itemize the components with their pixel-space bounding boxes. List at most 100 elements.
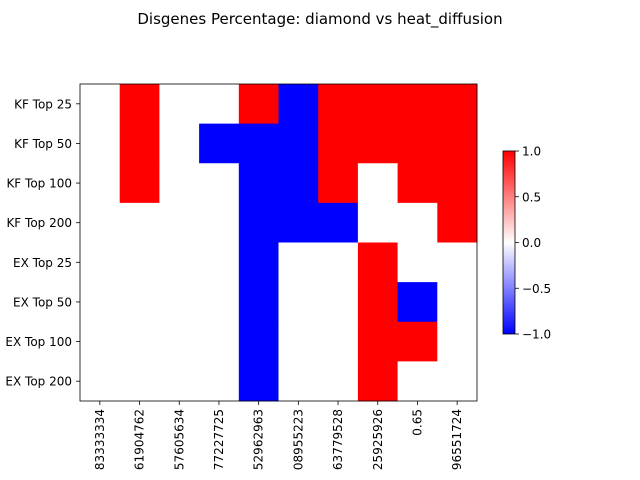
heatmap-cell [397, 84, 438, 125]
heatmap-cell [437, 361, 478, 402]
heatmap-cell [318, 282, 359, 323]
heatmap-cell [437, 84, 478, 125]
heatmap-cell [159, 84, 200, 125]
heatmap-cell [119, 282, 160, 323]
colorbar-tick-label: −0.5 [522, 282, 551, 296]
heatmap-cell [278, 84, 319, 125]
heatmap-cell [80, 202, 121, 243]
heatmap-cells [80, 84, 478, 402]
heatmap-cell [357, 84, 398, 125]
x-tick-label: 25925926 [371, 409, 385, 470]
heatmap-cell [357, 242, 398, 283]
y-tick-label: KF Top 50 [14, 137, 72, 151]
heatmap-cell [238, 321, 279, 362]
heatmap-cell [159, 123, 200, 164]
heatmap-cell [318, 202, 359, 243]
heatmap-cell [199, 163, 240, 204]
y-tick-label: EX Top 25 [13, 256, 72, 270]
heatmap-cell [238, 163, 279, 204]
heatmap-cell [119, 202, 160, 243]
heatmap-cell [397, 202, 438, 243]
heatmap-cell [119, 163, 160, 204]
colorbar [502, 150, 516, 335]
heatmap-cell [437, 321, 478, 362]
x-tick-label: 96551724 [450, 409, 464, 470]
heatmap-cell [238, 202, 279, 243]
heatmap-cell [357, 321, 398, 362]
heatmap-cell [278, 123, 319, 164]
heatmap-cell [199, 321, 240, 362]
colorbar-axis: 1.0 0.5 0.0 −0.5 −1.0 [515, 145, 551, 342]
heatmap-cell [238, 242, 279, 283]
heatmap-cell [199, 282, 240, 323]
heatmap-cell [199, 123, 240, 164]
heatmap-cell [278, 163, 319, 204]
heatmap-cell [159, 242, 200, 283]
x-tick-label: 57605634 [172, 409, 186, 470]
heatmap-cell [318, 84, 359, 125]
heatmap-cell [357, 123, 398, 164]
heatmap-cell [80, 321, 121, 362]
heatmap-cell [159, 282, 200, 323]
heatmap-cell [80, 84, 121, 125]
heatmap-cell [397, 321, 438, 362]
heatmap-cell [159, 361, 200, 402]
heatmap-cell [119, 84, 160, 125]
heatmap-cell [119, 242, 160, 283]
y-tick-label: KF Top 100 [6, 177, 72, 191]
heatmap-cell [318, 123, 359, 164]
heatmap-cell [199, 242, 240, 283]
heatmap-cell [437, 242, 478, 283]
x-tick-label: 63779528 [331, 409, 345, 470]
plot-frame [79, 83, 478, 402]
heatmap-cell [437, 123, 478, 164]
heatmap-cell [318, 242, 359, 283]
heatmap-cell [80, 163, 121, 204]
heatmap-cell [397, 123, 438, 164]
heatmap-cell [159, 202, 200, 243]
chart-title: Disgenes Percentage: diamond vs heat_dif… [137, 10, 502, 29]
heatmap-cell [238, 282, 279, 323]
heatmap-cell [119, 321, 160, 362]
heatmap-cell [437, 202, 478, 243]
y-tick-label: KF Top 25 [14, 97, 72, 111]
x-tick-label: 0.65 [410, 409, 424, 436]
colorbar-tick-label: 0.5 [522, 190, 541, 204]
heatmap-cell [80, 282, 121, 323]
x-tick-label: 08955223 [291, 409, 305, 470]
colorbar-tick-label: 0.0 [522, 236, 541, 250]
x-tick-label: 77227725 [212, 409, 226, 470]
heatmap-cell [357, 282, 398, 323]
heatmap-cell [397, 242, 438, 283]
y-tick-label: KF Top 200 [6, 216, 72, 230]
heatmap-cell [437, 282, 478, 323]
heatmap-cell [119, 361, 160, 402]
y-tick-label: EX Top 200 [5, 375, 72, 389]
heatmap-cell [238, 123, 279, 164]
colorbar-tick-label: 1.0 [522, 145, 541, 159]
colorbar-tick-label: −1.0 [522, 328, 551, 342]
x-tick-label: 83333334 [93, 409, 107, 470]
heatmap-cell [437, 163, 478, 204]
heatmap-cell [199, 361, 240, 402]
heatmap-cell [199, 84, 240, 125]
heatmap-cell [238, 361, 279, 402]
heatmap-cell [159, 163, 200, 204]
y-axis: KF Top 25 KF Top 50 KF Top 100 KF Top 200 EX… [5, 97, 80, 389]
y-tick-label: EX Top 100 [5, 335, 72, 349]
heatmap-cell [278, 321, 319, 362]
heatmap-cell [278, 202, 319, 243]
heatmap-cell [318, 321, 359, 362]
heatmap-cell [397, 361, 438, 402]
heatmap-cell [119, 123, 160, 164]
heatmap-cell [80, 361, 121, 402]
heatmap-cell [357, 202, 398, 243]
heatmap-cell [199, 202, 240, 243]
y-tick-label: EX Top 50 [13, 295, 72, 309]
x-tick-label: 61904762 [133, 409, 147, 470]
heatmap-cell [278, 282, 319, 323]
heatmap-cell [80, 242, 121, 283]
heatmap-cell [80, 123, 121, 164]
x-axis: 83333334 61904762 57605634 77227725 52962963… [93, 401, 464, 470]
